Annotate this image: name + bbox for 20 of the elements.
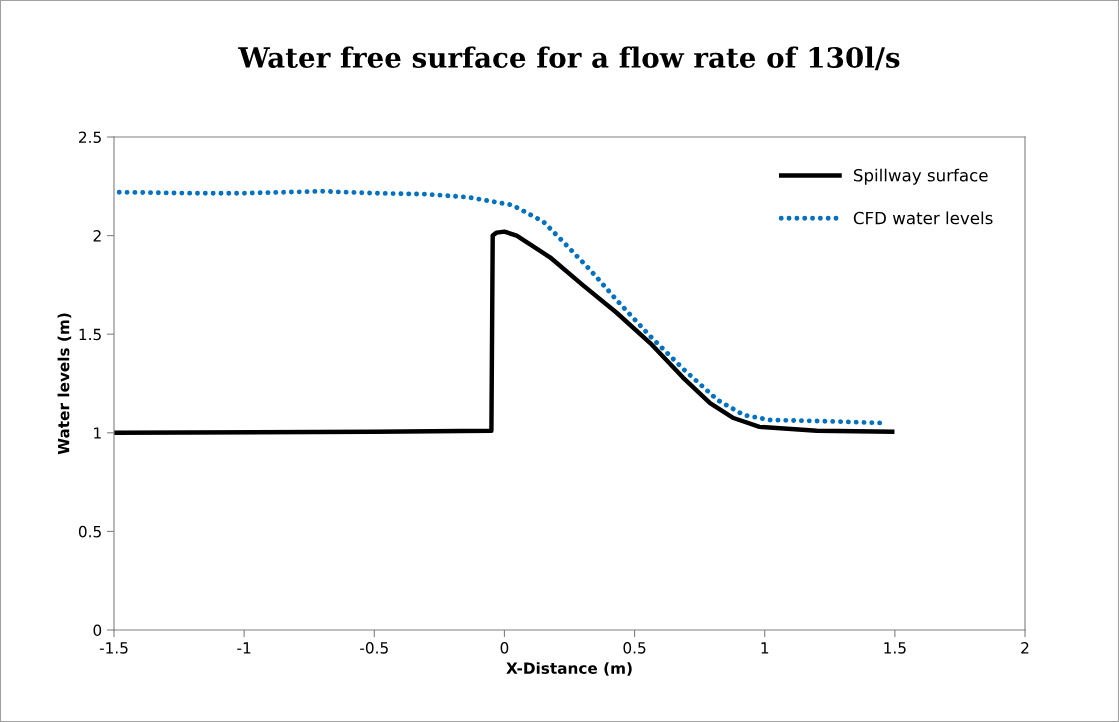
x-tick-label: -0.5 [360, 642, 388, 654]
y-axis-title: Water levels (m) [57, 313, 72, 455]
y-tick-label: 1.5 [79, 328, 101, 341]
x-tick-label: -1.5 [99, 642, 128, 654]
x-axis-title: X-Distance (m) [506, 662, 632, 676]
x-tick-label: 0 [500, 642, 509, 654]
x-tick-label: 1 [761, 642, 769, 654]
chart-title: Water free surface for a flow rate of 130l/s [238, 46, 900, 71]
x-tick-label: 2 [1021, 642, 1029, 654]
legend-label: Spillway surface [853, 168, 988, 185]
y-tick-label: 2 [93, 230, 101, 242]
y-tick-label: 0 [93, 624, 102, 637]
y-tick-label: 2.5 [79, 131, 101, 144]
line-series [114, 229, 895, 436]
y-tick-label: 1 [94, 427, 101, 439]
y-tick-label: 0.5 [78, 525, 101, 538]
legend-label: CFD water levels [853, 211, 993, 225]
x-tick-label: -1 [237, 642, 251, 654]
x-tick-label: 0.5 [623, 642, 646, 654]
x-tick-label: 1.5 [884, 642, 906, 654]
